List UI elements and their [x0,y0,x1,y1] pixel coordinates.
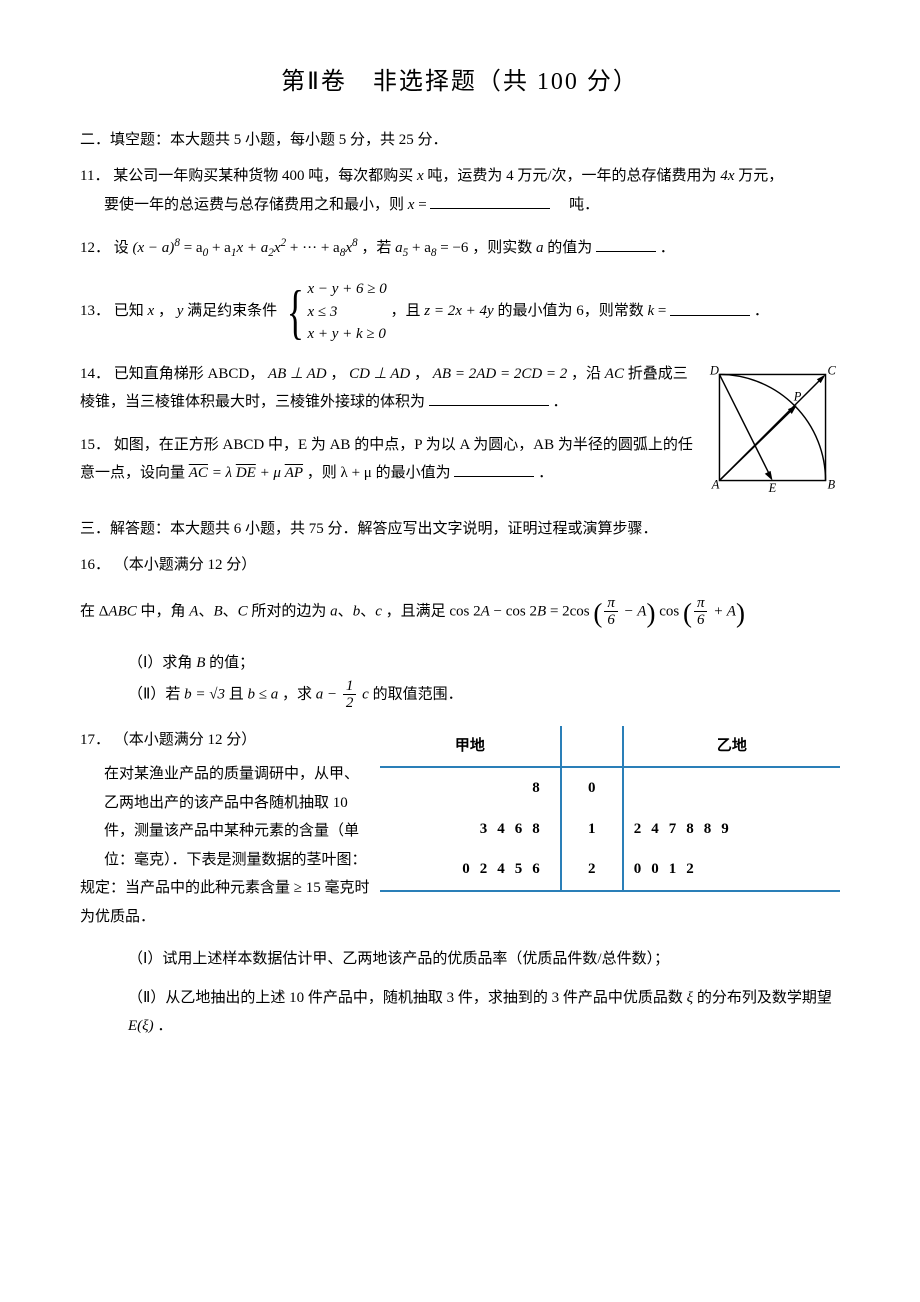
page-title: 第Ⅱ卷 非选择题（共 100 分） [80,60,840,106]
svg-text:D: D [709,363,719,377]
q15-blank [454,461,534,477]
q15-vec-ap: AP [285,465,303,481]
q15-eq: = λ [212,465,232,481]
q15-period: ． [538,465,553,481]
q11-eq: = [418,197,430,213]
q14-e3: AB = 2AD = 2CD = 2 [433,366,568,382]
q15-plus: + μ [260,465,281,481]
stemleaf-row2-left: 02456 [380,849,561,891]
question-11: 11． 某公司一年购买某种货物 400 吨，每次都购买 x 吨，运费为 4 万元… [80,162,840,219]
question-16: 16． （本小题满分 12 分） 在 ΔABC 中，角 A、B、C 所对的边为 … [80,551,840,711]
q15-vec-ac: AC [189,465,208,481]
q14-e2: CD ⊥ AD [349,366,410,382]
q17-E: E(ξ) [128,1018,154,1034]
question-13: 13． 已知 x ， y 满足约束条件 { x − y + 6 ≥ 0 x ≤ … [80,278,840,346]
q11-text-c: 万元， [738,168,783,184]
q13-text-d: 的最小值为 6，则常数 [497,304,647,320]
stemleaf-row2-right: 0012 [623,849,840,891]
q16-part1: （Ⅰ）求角 [128,655,196,671]
q13-system: x − y + 6 ≥ 0 x ≤ 3 x + y + k ≥ 0 [307,278,386,346]
q12-text-d: 的值为 [547,240,592,256]
q12-period: ． [660,240,675,256]
stemleaf-row2-stem: 2 [561,849,623,891]
q12-var-a: a [536,240,544,256]
stemleaf-row1-left: 3468 [380,809,561,850]
q12-number: 12． [80,240,110,256]
q16-number: 16． [80,557,110,573]
q17-points: （本小题满分 12 分） [114,732,257,748]
q17-part2b: 的分布列及数学期望 [697,990,832,1006]
q14-blank [429,390,549,406]
q12-text-a: 设 [114,240,133,256]
q13-blank [670,300,750,316]
q11-unit: 吨． [554,197,599,213]
q11-expr-4x: 4x [720,168,734,184]
q15-number: 15． [80,437,110,453]
stem-leaf-table: 甲地 乙地 8 0 3468 1 247889 02456 2 0012 [380,726,840,892]
q11-blank [430,193,550,209]
q17-number: 17． [80,732,110,748]
svg-text:B: B [827,477,835,491]
q13-z-expr: z = 2x + 4y [424,304,493,320]
brace-icon: { [287,282,304,342]
q12-text-c: ，则实数 [472,240,536,256]
q13-var-y: y [177,304,184,320]
q15-text-b: ，则 λ + μ 的最小值为 [307,465,451,481]
q12-cond: a5 + a8 = −6 [395,240,472,256]
stemleaf-left-label: 甲地 [380,726,561,768]
q14-text-a: 已知直角梯形 ABCD， [114,366,264,382]
q13-comma: ， [158,304,173,320]
q12-blank [596,236,656,252]
q14-number: 14． [80,366,110,382]
q12-text-b: ，若 [361,240,395,256]
q17-p1: 在对某渔业产品的质量调研中，从甲、乙两地出产的该产品中各随机抽取 10 件，测量… [104,766,367,868]
stemleaf-row0-left: 8 [380,767,561,809]
svg-text:P: P [793,389,802,403]
svg-text:E: E [768,481,777,495]
q11-text-b: 吨，运费为 4 万元/次，一年的总存储费用为 [427,168,720,184]
q13-number: 13． [80,304,110,320]
question-12: 12． 设 (x − a)8 = a0 + a1x + a2x2 + ··· +… [80,233,840,264]
q17-part1: （Ⅰ）试用上述样本数据估计甲、乙两地该产品的优质品率（优质品件数/总件数）； [80,945,840,974]
q14-e1: AB ⊥ AD [268,366,327,382]
stemleaf-row1-right: 247889 [623,809,840,850]
q13-text-b: 满足约束条件 [187,304,281,320]
q15-vec-de: DE [236,465,256,481]
q12-expr: (x − a)8 = a0 + a1x + a2x2 + ··· + a8x8 [133,240,362,256]
stemleaf-row0-right [623,767,840,809]
q14-ac: AC [605,366,624,382]
stemleaf-right-label: 乙地 [623,726,840,768]
q17-part2a: （Ⅱ）从乙地抽出的上述 10 件产品中，随机抽取 3 件，求抽到的 3 件产品中… [128,990,687,1006]
q11-text-a: 某公司一年购买某种货物 400 吨，每次都购买 [113,168,417,184]
q15-figure: A B C D E P [705,360,840,495]
q14-period: ． [553,394,568,410]
q17-xi: ξ [687,990,693,1006]
stemleaf-row0-stem: 0 [561,767,623,809]
svg-text:C: C [827,363,836,377]
q13-var-x: x [148,304,155,320]
svg-text:A: A [711,477,720,491]
q13-eq: = [658,304,670,320]
q13-period: ． [754,304,769,320]
q11-text-d: 要使一年的总运费与总存储费用之和最小，则 [104,197,408,213]
q11-var-x: x [417,168,424,184]
section-3-heading: 三．解答题：本大题共 6 小题，共 75 分．解答应写出文字说明，证明过程或演算… [80,515,840,544]
question-17: 17． （本小题满分 12 分） 甲地 乙地 8 0 3468 1 247889… [80,726,840,1041]
q13-text-c: ，且 [391,304,425,320]
section-2-heading: 二．填空题：本大题共 5 小题，每小题 5 分，共 25 分． [80,126,840,155]
stemleaf-row1-stem: 1 [561,809,623,850]
q11-var-x2: x [408,197,415,213]
q13-text-a: 已知 [114,304,148,320]
q13-var-k: k [647,304,654,320]
q16-part2: （Ⅱ）若 [128,686,184,702]
q16-points: （本小题满分 12 分） [114,557,257,573]
q11-number: 11． [80,168,109,184]
